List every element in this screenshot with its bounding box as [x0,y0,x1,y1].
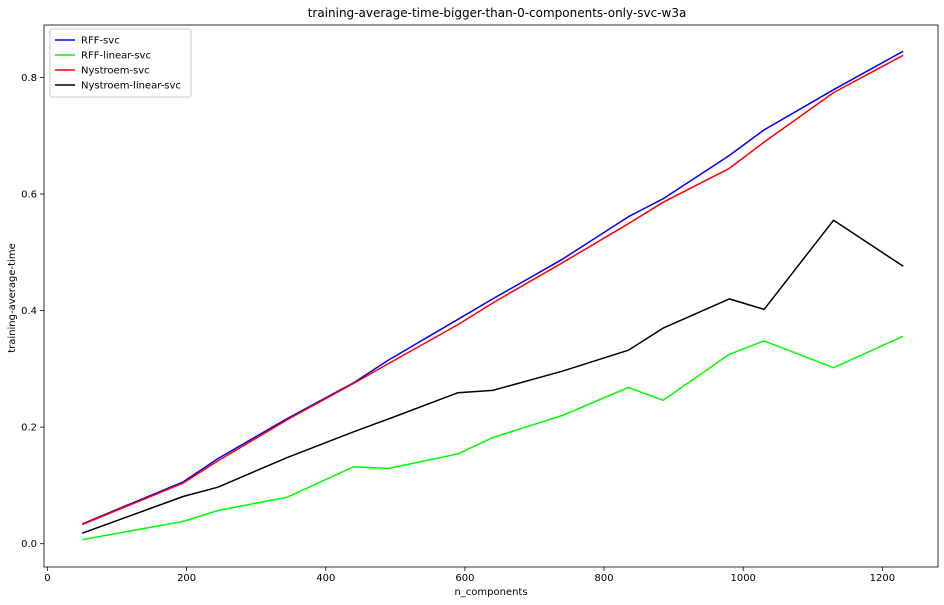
plot-frame [43,24,939,568]
y-tick-label: 0.8 [21,73,37,84]
legend-label: RFF-linear-svc [81,51,151,62]
x-tick-label: 0 [44,573,50,584]
x-tick-label: 800 [595,573,614,584]
y-tick-label: 0.2 [21,423,37,434]
y-tick-label: 0.0 [21,539,37,550]
x-axis-title: n_components [454,587,527,598]
series-line-2 [82,54,904,526]
y-tick-label: 0.6 [21,190,37,201]
x-tick-label: 600 [455,573,474,584]
y-axis: 0.0 0.2 0.4 0.6 0.8 [21,73,44,550]
legend-label: RFF-svc [81,36,120,47]
plot-area [43,24,939,568]
legend: RFF-svc RFF-linear-svc Nystroem-svc Nystroe… [49,28,192,98]
y-tick-label: 0.4 [21,306,37,317]
series-line-0 [82,50,904,525]
x-tick-label: 1200 [870,573,895,584]
legend-box [49,28,192,98]
chart-title: training-average-time-bigger-than-0-comp… [308,6,687,20]
series-line-3 [82,219,904,534]
legend-label: Nystroem-svc [81,66,150,77]
x-tick-label: 200 [177,573,196,584]
y-axis-title: training-average-time [7,243,18,353]
x-axis: 0 200 400 600 800 1000 1200 [44,567,895,584]
legend-label: Nystroem-linear-svc [81,81,181,92]
x-tick-label: 400 [316,573,335,584]
x-tick-label: 1000 [730,573,755,584]
series-line-1 [82,335,904,541]
